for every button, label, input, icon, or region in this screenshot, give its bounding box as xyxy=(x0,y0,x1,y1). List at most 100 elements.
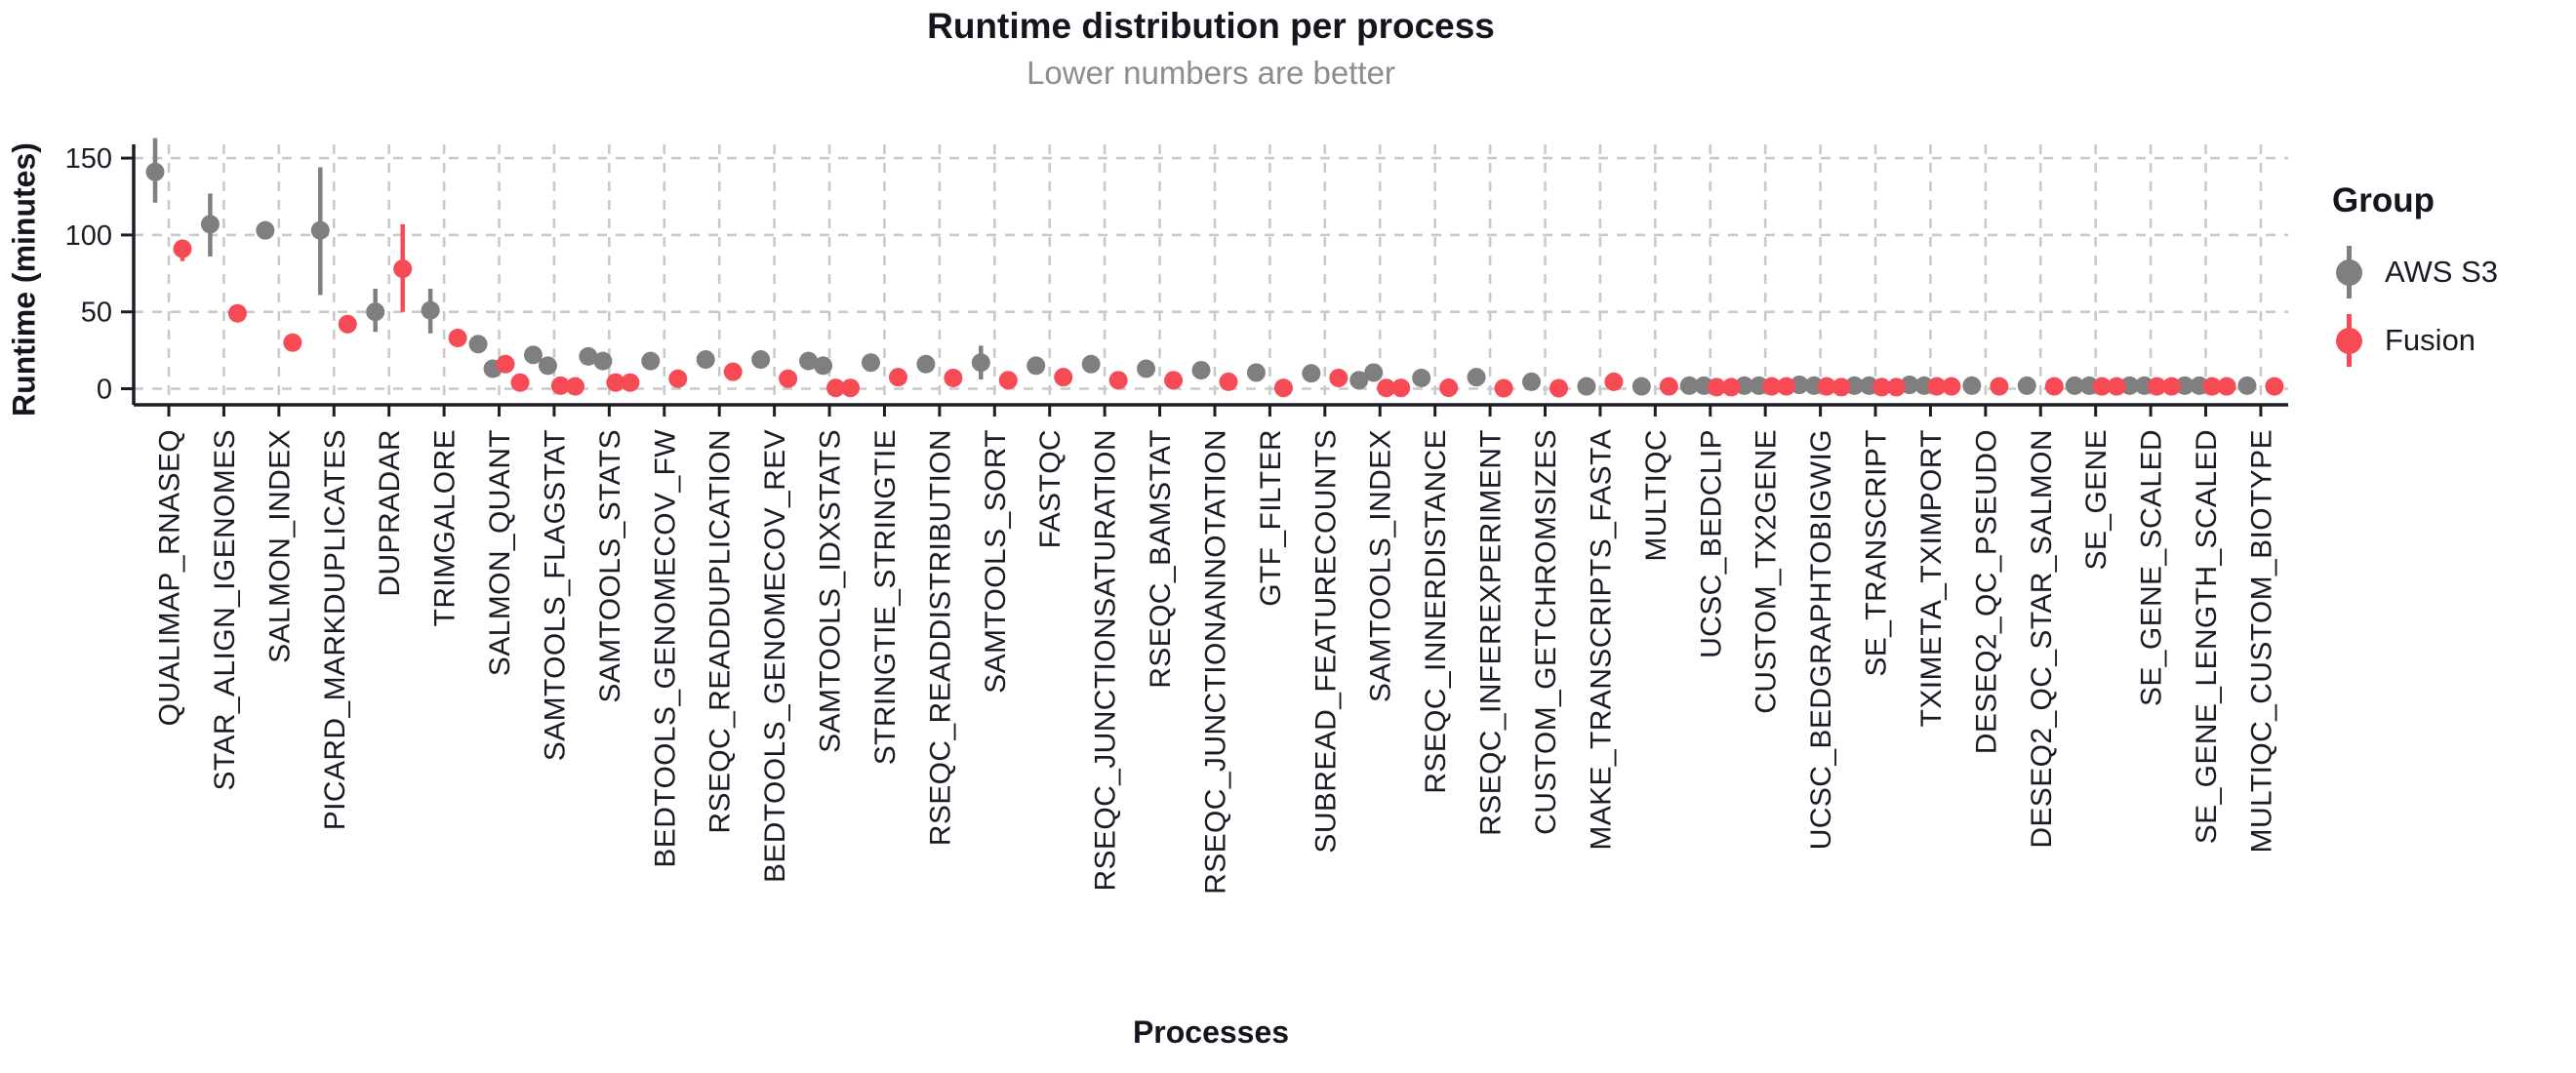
data-point xyxy=(1439,378,1459,398)
data-point xyxy=(538,356,557,376)
legend-label: AWS S3 xyxy=(2385,255,2498,289)
data-point xyxy=(2237,376,2257,395)
data-point xyxy=(496,354,515,374)
data-point xyxy=(971,353,990,373)
data-point xyxy=(621,373,640,392)
x-tick-label: SAMTOOLS_FLAGSTAT xyxy=(539,429,571,761)
data-point xyxy=(1377,378,1396,398)
x-tick-label: SAMTOOLS_STATS xyxy=(594,429,626,703)
x-tick-label: SE_TRANSCRIPT xyxy=(1861,429,1893,677)
data-point xyxy=(1467,368,1486,387)
data-point xyxy=(1364,363,1384,382)
y-tick-label: 100 xyxy=(65,220,112,252)
data-point xyxy=(550,376,570,395)
legend-title: Group xyxy=(2332,181,2435,219)
data-point xyxy=(1219,372,1238,391)
data-point xyxy=(1872,378,1892,397)
legend-item-fusion: Fusion xyxy=(2332,310,2498,371)
data-point xyxy=(2120,376,2140,395)
data-point xyxy=(2107,377,2126,396)
x-tick-label: MULTIQC_CUSTOM_BIOTYPE xyxy=(2245,429,2277,853)
y-tick-label: 50 xyxy=(81,298,112,329)
x-tick-label: STRINGTIE_STRINGTIE xyxy=(869,429,902,765)
data-point xyxy=(2175,376,2194,395)
x-tick-label: SE_GENE_LENGTH_SCALED xyxy=(2191,429,2223,844)
data-point xyxy=(421,300,440,320)
data-point xyxy=(1108,371,1128,390)
data-point xyxy=(1164,371,1184,390)
y-tick-label: 150 xyxy=(65,143,112,175)
x-tick-label: BEDTOOLS_GENOMECOV_REV xyxy=(759,429,791,883)
data-point xyxy=(1246,363,1266,382)
x-tick-label: SE_GENE xyxy=(2080,429,2113,571)
data-point xyxy=(1522,372,1541,391)
data-point xyxy=(1391,378,1411,398)
data-point xyxy=(1577,377,1596,396)
data-point xyxy=(861,353,880,373)
data-point xyxy=(1494,378,1513,398)
data-point xyxy=(393,259,413,279)
legend: Group AWS S3 Fusion xyxy=(2332,181,2498,378)
x-tick-label: GTF_FILTER xyxy=(1255,429,1287,607)
x-tick-label: UCSC_BEDGRAPHTOBIGWIG xyxy=(1805,429,1837,850)
data-point xyxy=(1887,378,1907,397)
x-tick-label: FASTQC xyxy=(1034,429,1067,548)
x-tick-label: DESEQ2_QC_PSEUDO xyxy=(1970,429,2002,754)
data-point xyxy=(1137,359,1156,378)
x-tick-label: SALMON_QUANT xyxy=(484,429,516,676)
y-axis-title: Runtime (minutes) xyxy=(6,142,42,417)
data-point xyxy=(523,345,543,365)
x-tick-label: MULTIQC xyxy=(1640,429,1672,562)
data-point xyxy=(2162,377,2182,396)
data-point xyxy=(2217,377,2236,396)
x-tick-label: CUSTOM_TX2GENE xyxy=(1751,429,1783,714)
data-point xyxy=(283,333,302,352)
data-point xyxy=(1707,378,1726,397)
data-point xyxy=(2017,376,2036,395)
x-tick-label: SUBREAD_FEATURECOUNTS xyxy=(1309,429,1342,854)
data-point xyxy=(338,314,357,334)
data-point xyxy=(200,215,220,234)
x-tick-label: RSEQC_JUNCTIONSATURATION xyxy=(1090,429,1122,892)
data-point xyxy=(1942,377,1961,396)
data-point xyxy=(814,356,833,376)
data-point xyxy=(1302,364,1321,383)
x-tick-label: TXIMETA_TXIMPORT xyxy=(1915,429,1948,727)
data-point xyxy=(1659,377,1678,396)
data-point xyxy=(723,362,743,381)
data-point xyxy=(1962,376,1982,395)
data-point xyxy=(2148,377,2167,396)
x-tick-label: RSEQC_JUNCTIONANNOTATION xyxy=(1199,429,1231,894)
x-tick-label: STAR_ALIGN_IGENOMES xyxy=(209,429,241,790)
data-point xyxy=(1927,377,1947,396)
x-tick-label: RSEQC_READDUPLICATION xyxy=(704,429,737,834)
data-point xyxy=(1412,368,1431,387)
data-point xyxy=(1329,368,1348,387)
data-point xyxy=(565,377,584,396)
x-tick-label: PICARD_MARKDUPLICATES xyxy=(319,429,351,830)
data-point xyxy=(1631,377,1651,396)
data-point xyxy=(2265,377,2284,396)
data-point xyxy=(310,220,330,240)
chart-subtitle: Lower numbers are better xyxy=(1026,55,1395,91)
data-point xyxy=(510,373,530,392)
data-point xyxy=(1191,361,1211,380)
x-tick-label: DUPRADAR xyxy=(374,429,406,597)
data-point xyxy=(641,351,661,371)
data-point xyxy=(1550,378,1568,398)
x-tick-label: RSEQC_INNERDISTANCE xyxy=(1420,429,1452,794)
x-tick-label: SAMTOOLS_INDEX xyxy=(1365,429,1397,702)
x-axis-title: Processes xyxy=(1132,1014,1290,1050)
data-point xyxy=(1721,378,1741,397)
data-point xyxy=(448,328,467,347)
data-point xyxy=(606,373,625,392)
data-point xyxy=(998,371,1018,390)
data-point xyxy=(173,239,192,258)
data-point xyxy=(696,350,715,370)
data-point xyxy=(1679,376,1699,395)
x-tick-label: UCSC_BEDCLIP xyxy=(1695,429,1727,658)
data-point xyxy=(593,351,613,371)
data-point xyxy=(366,302,385,322)
pointrange-glyph-icon xyxy=(2332,244,2365,300)
